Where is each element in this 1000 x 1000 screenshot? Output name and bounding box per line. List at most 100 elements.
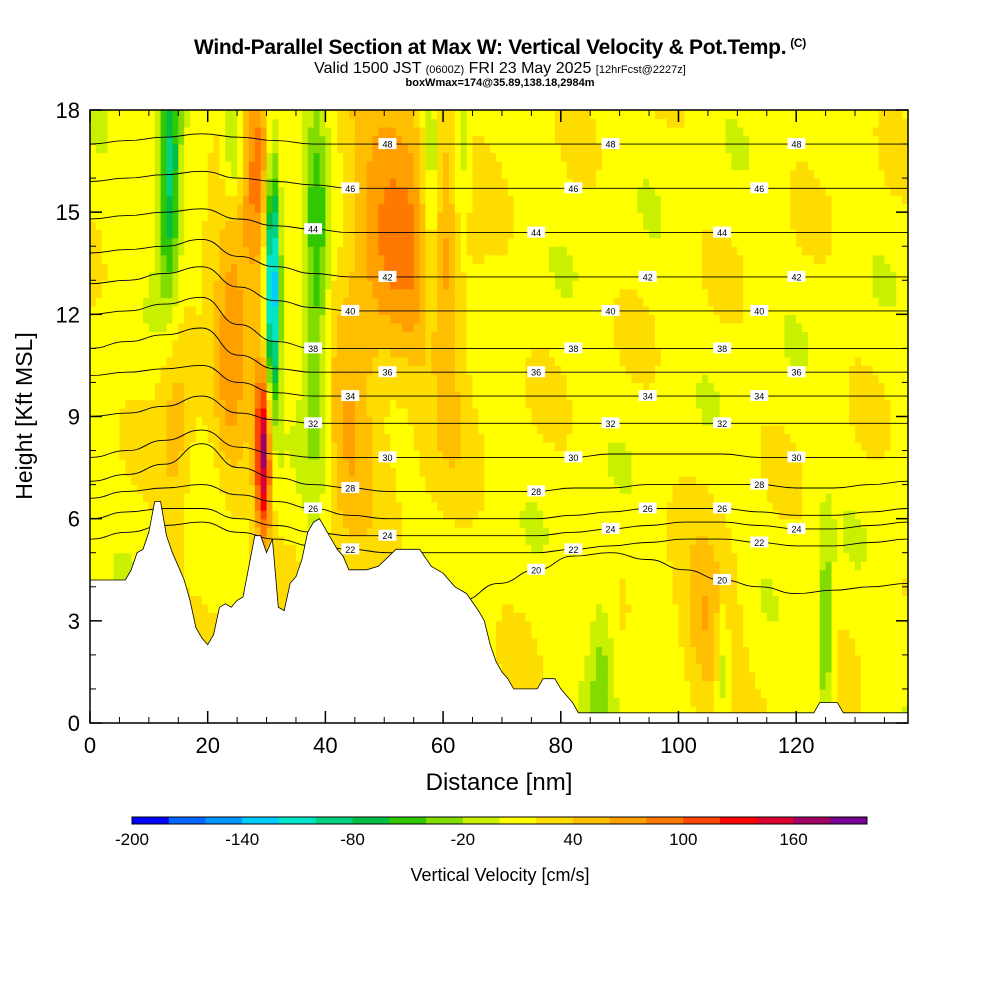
velocity-cell <box>90 527 97 537</box>
velocity-cell <box>490 612 497 622</box>
velocity-cell <box>348 280 356 290</box>
velocity-cell <box>137 416 144 426</box>
velocity-cell <box>360 169 368 179</box>
velocity-cell <box>366 135 374 145</box>
velocity-cell <box>295 348 303 358</box>
velocity-cell <box>431 425 438 435</box>
velocity-cell <box>454 280 462 290</box>
velocity-cell <box>119 322 126 332</box>
velocity-cell <box>219 595 226 605</box>
velocity-cell <box>113 467 121 477</box>
velocity-cell <box>478 314 485 324</box>
velocity-cell <box>390 152 397 162</box>
velocity-cell <box>431 144 438 154</box>
velocity-cell <box>148 127 156 137</box>
velocity-cell <box>266 110 274 120</box>
velocity-cell <box>307 288 315 298</box>
velocity-cell <box>278 544 285 554</box>
velocity-cell <box>378 237 385 247</box>
velocity-cell <box>425 212 432 222</box>
velocity-cell <box>172 297 179 307</box>
velocity-cell <box>178 135 185 145</box>
velocity-cell <box>337 442 344 452</box>
velocity-cell <box>413 467 421 477</box>
velocity-cell <box>201 442 209 452</box>
velocity-cell <box>184 322 191 332</box>
velocity-cell <box>95 169 103 179</box>
velocity-cell <box>248 297 256 307</box>
velocity-cell <box>319 442 326 452</box>
velocity-cell <box>343 518 350 528</box>
velocity-cell <box>207 612 215 622</box>
velocity-cell <box>396 373 403 384</box>
velocity-cell <box>90 510 97 520</box>
velocity-cell <box>407 271 415 281</box>
velocity-cell <box>266 314 274 324</box>
velocity-cell <box>213 390 221 401</box>
velocity-cell <box>119 118 126 128</box>
velocity-cell <box>413 144 421 154</box>
velocity-cell <box>254 356 262 367</box>
velocity-cell <box>313 237 321 247</box>
velocity-cell <box>107 127 115 137</box>
velocity-cell <box>225 237 232 247</box>
velocity-cell <box>90 263 97 273</box>
velocity-cell <box>401 305 409 315</box>
velocity-cell <box>290 467 297 477</box>
velocity-cell <box>343 339 350 349</box>
velocity-cell <box>154 382 162 392</box>
velocity-cell <box>466 161 474 171</box>
velocity-cell <box>225 510 232 520</box>
velocity-cell <box>190 237 197 247</box>
velocity-cell <box>260 433 268 443</box>
velocity-cell <box>384 476 391 486</box>
velocity-cell <box>384 229 391 239</box>
velocity-cell <box>290 484 297 494</box>
velocity-cell <box>295 288 303 298</box>
velocity-cell <box>154 399 162 409</box>
velocity-cell <box>437 271 444 281</box>
velocity-cell <box>284 229 291 239</box>
velocity-cell <box>472 595 479 605</box>
velocity-cell <box>478 305 485 315</box>
velocity-cell <box>419 271 427 281</box>
velocity-cell <box>190 288 197 298</box>
velocity-cell <box>295 271 303 281</box>
velocity-cell <box>290 442 297 452</box>
velocity-cell <box>137 203 144 213</box>
velocity-cell <box>301 365 309 375</box>
velocity-cell <box>354 331 362 341</box>
velocity-cell <box>278 373 285 384</box>
velocity-cell <box>431 246 438 256</box>
velocity-cell <box>401 518 409 528</box>
velocity-cell <box>431 561 438 571</box>
velocity-cell <box>101 314 109 324</box>
velocity-cell <box>148 322 156 332</box>
velocity-cell <box>272 382 279 392</box>
velocity-cell <box>354 348 362 358</box>
velocity-cell <box>90 246 97 256</box>
velocity-cell <box>101 348 109 358</box>
velocity-cell <box>354 280 362 290</box>
velocity-cell <box>95 390 103 401</box>
velocity-cell <box>313 322 321 332</box>
velocity-cell <box>313 425 321 435</box>
velocity-cell <box>284 178 291 188</box>
velocity-cell <box>472 263 479 273</box>
velocity-cell <box>466 399 474 409</box>
velocity-cell <box>278 161 285 171</box>
velocity-cell <box>396 339 403 349</box>
velocity-cell <box>372 399 379 409</box>
velocity-cell <box>366 186 374 196</box>
velocity-cell <box>407 535 415 545</box>
velocity-cell <box>237 339 244 349</box>
velocity-cell <box>195 612 203 622</box>
velocity-cell <box>266 297 274 307</box>
velocity-cell <box>272 135 279 145</box>
velocity-cell <box>425 442 432 452</box>
velocity-cell <box>190 407 197 418</box>
velocity-cell <box>184 476 191 486</box>
velocity-cell <box>272 450 279 460</box>
velocity-cell <box>431 288 438 298</box>
velocity-cell <box>448 348 456 358</box>
